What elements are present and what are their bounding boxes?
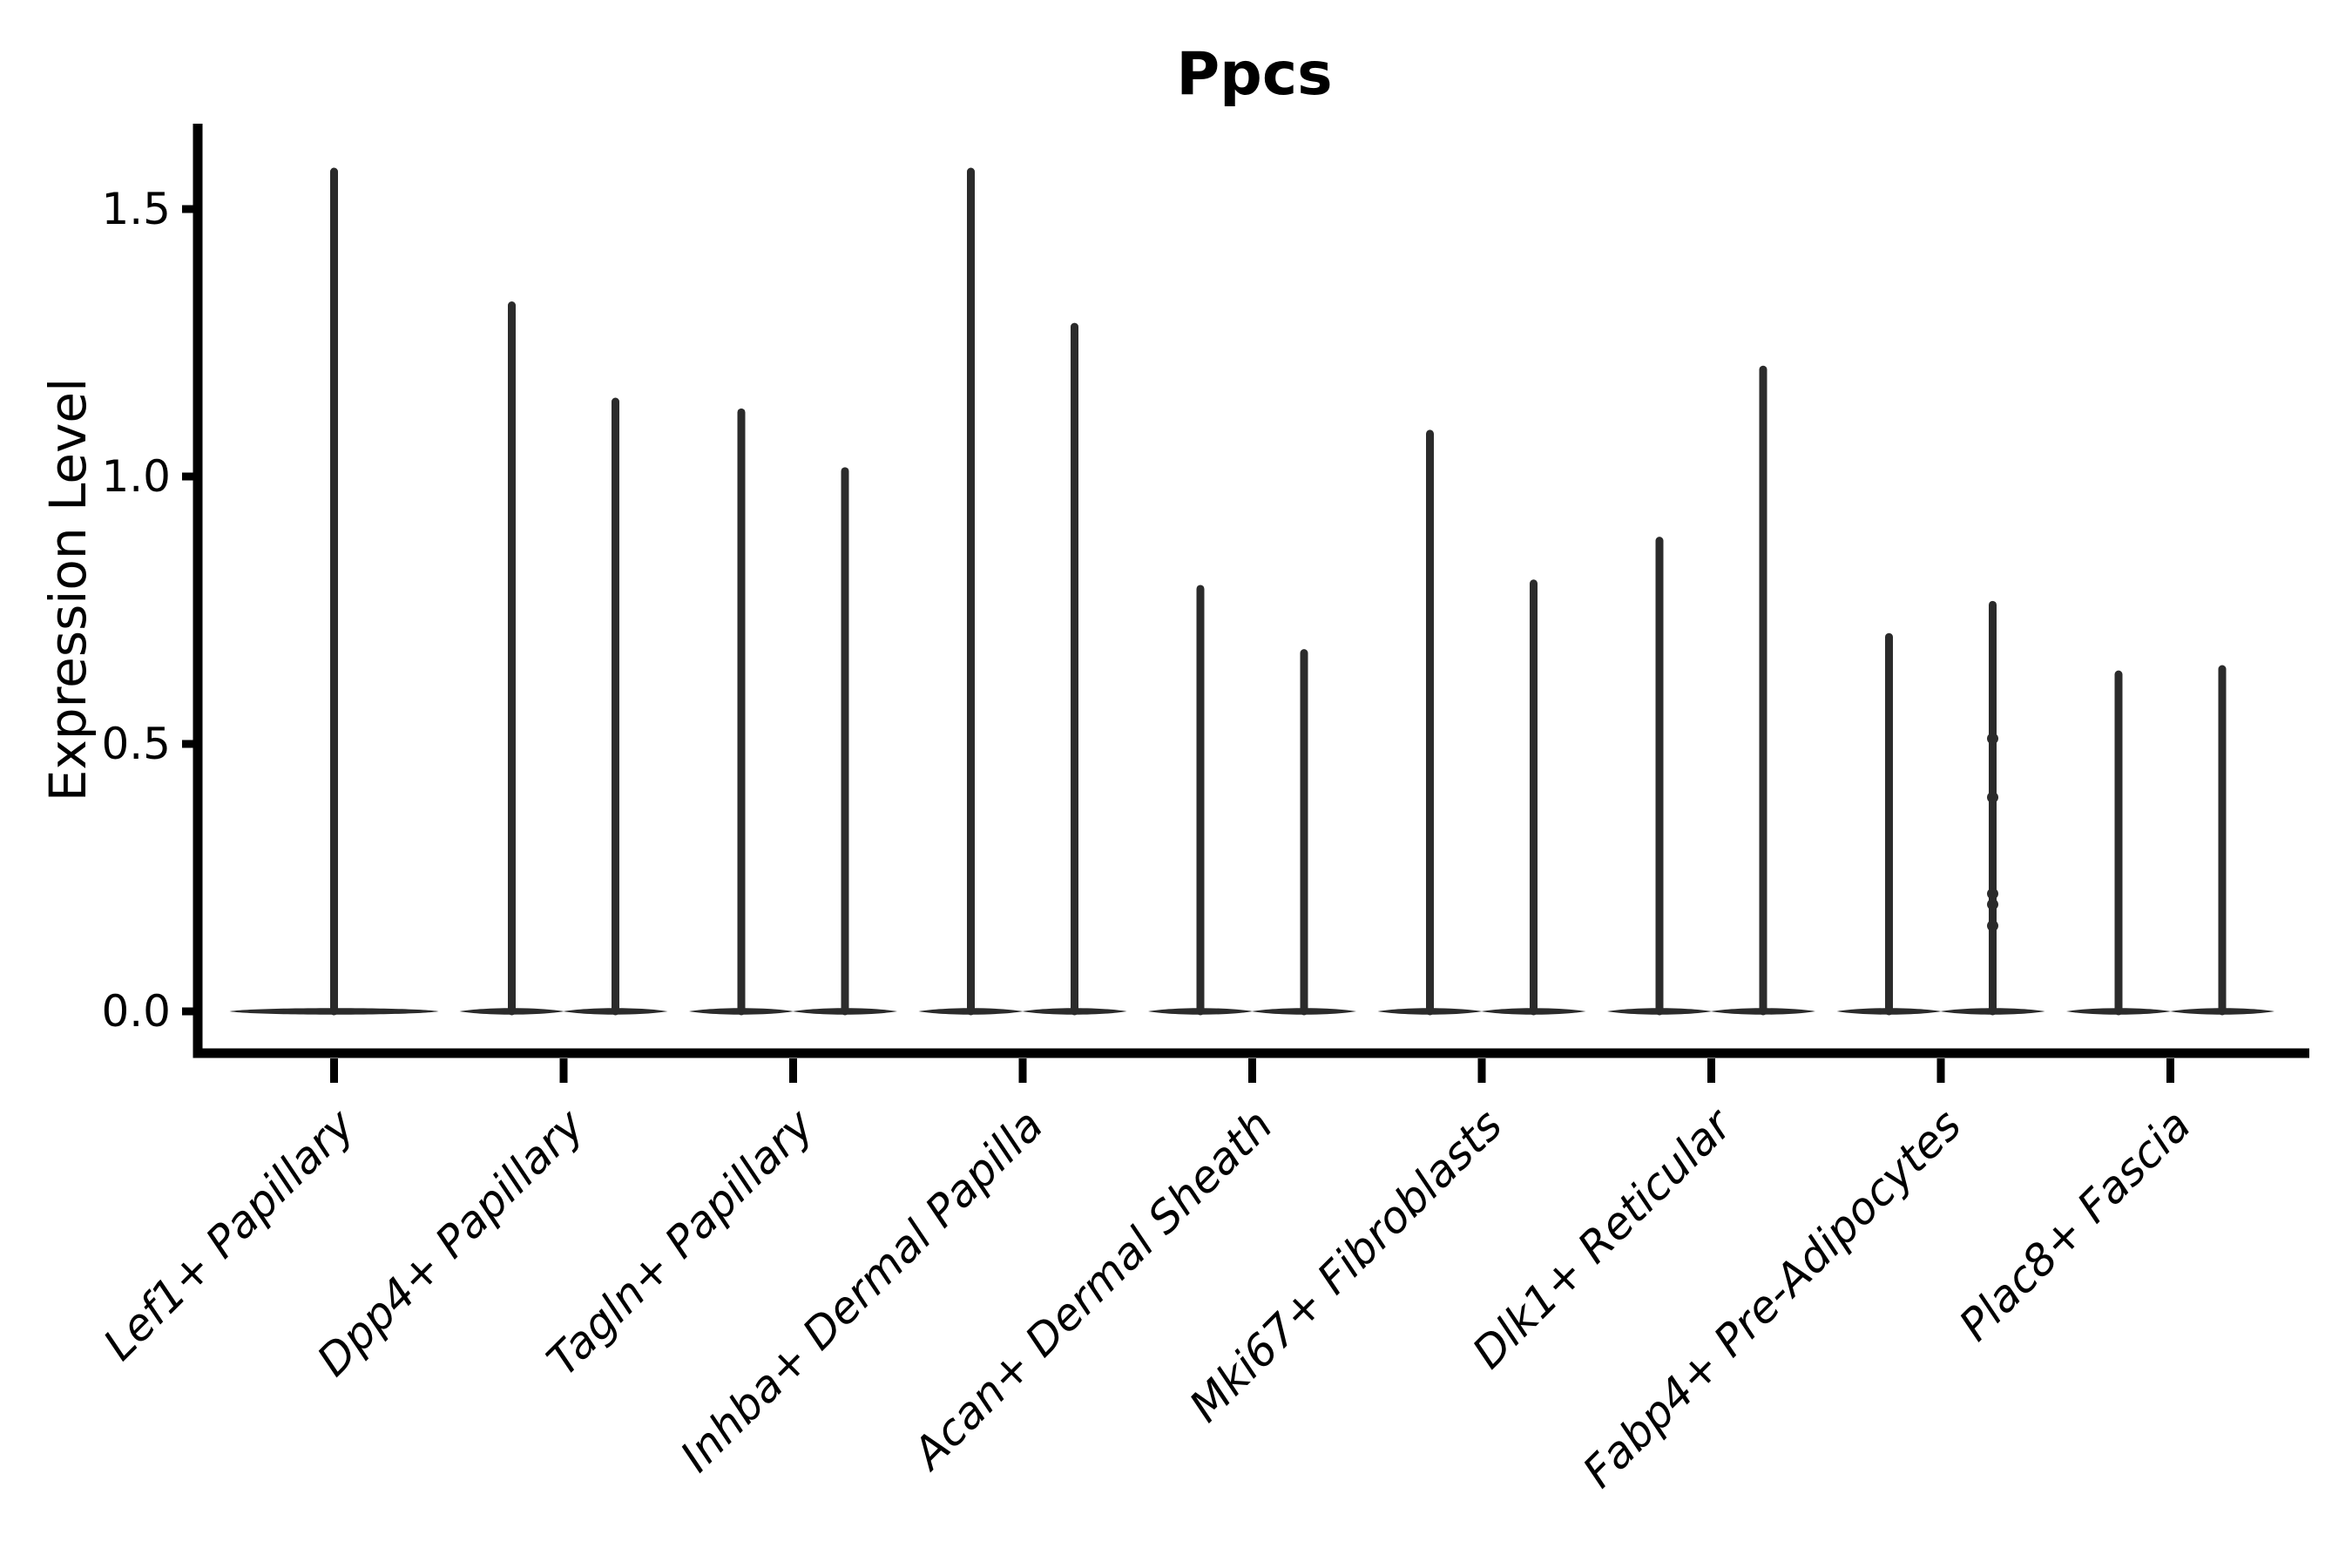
y-axis-label: Expression Level [38, 378, 98, 801]
violin-dot [1987, 920, 1998, 932]
violin-dot [1987, 733, 1998, 745]
chart-title: Ppcs [1176, 40, 1332, 109]
y-tick-label: 0.0 [101, 986, 171, 1037]
axis-layer [182, 124, 2309, 1083]
violin-layer [229, 167, 2274, 1016]
y-tick-label: 1.5 [101, 184, 171, 234]
x-tick-label: Lef1+ Papillary [94, 1098, 365, 1369]
x-tick-label: Inhba+ Dermal Papilla [671, 1099, 1052, 1481]
violin-dot [1987, 888, 1998, 900]
y-tick-label: 0.5 [101, 719, 171, 769]
violin-dot [1987, 898, 1998, 910]
y-tick-label: 1.0 [101, 451, 171, 502]
violin-dot [1987, 791, 1998, 803]
x-tick-label: Plac8+ Fascia [1950, 1099, 2200, 1350]
x-tick-label: Fabp4+ Pre-Adipocytes [1573, 1099, 1971, 1497]
